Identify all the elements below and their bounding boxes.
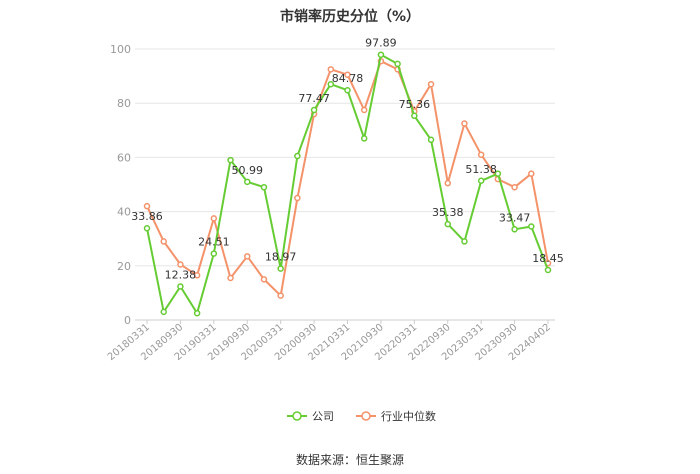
data-point: [277, 265, 284, 272]
data-point: [394, 60, 401, 68]
data-label: 18.97: [265, 251, 297, 264]
data-point: [360, 106, 368, 114]
data-point: [177, 261, 184, 268]
chart-title: 市销率历史分位（%）: [279, 9, 421, 25]
y-tick-label: 100: [110, 43, 131, 56]
data-point: [143, 224, 151, 232]
data-label: 51.38: [465, 163, 497, 176]
y-tick-label: 40: [117, 206, 131, 219]
data-point: [511, 183, 518, 191]
data-point: [511, 226, 518, 233]
data-point: [477, 151, 485, 158]
data-label: 50.99: [232, 164, 264, 177]
data-point: [444, 220, 451, 228]
data-point: [477, 177, 485, 185]
data-label: 97.89: [365, 37, 397, 50]
data-source: 数据来源：恒生聚源: [295, 453, 404, 467]
data-point: [193, 309, 201, 317]
data-point: [277, 292, 284, 299]
data-point: [294, 194, 301, 202]
y-tick-label: 60: [117, 151, 131, 164]
data-point: [227, 274, 234, 282]
data-point: [544, 266, 552, 274]
data-point: [344, 71, 351, 78]
data-label: 33.47: [499, 211, 531, 224]
data-label: 35.38: [432, 206, 464, 219]
data-point: [210, 215, 218, 222]
data-label: 33.86: [131, 210, 163, 223]
data-point: [327, 80, 335, 88]
data-label: 75.36: [399, 98, 431, 111]
y-tick-label: 20: [117, 260, 131, 273]
data-point: [344, 86, 351, 94]
data-point: [461, 120, 468, 127]
data-point: [260, 183, 268, 191]
data-point: [244, 253, 251, 260]
y-tick-label: 0: [124, 314, 131, 327]
data-label: 77.47: [298, 92, 330, 105]
legend-marker: [292, 411, 302, 421]
data-point: [411, 112, 418, 120]
data-point: [177, 283, 184, 290]
data-point: [294, 152, 301, 160]
data-point: [528, 223, 535, 230]
data-point: [494, 170, 502, 177]
data-point: [160, 308, 167, 316]
data-point: [310, 106, 318, 114]
data-point: [427, 136, 435, 144]
data-point: [193, 272, 201, 279]
data-point: [360, 135, 368, 142]
data-point: [210, 250, 218, 257]
data-label: 12.38: [165, 268, 197, 281]
data-label: 18.45: [532, 252, 564, 265]
data-label: 84.78: [332, 72, 364, 85]
data-point: [427, 80, 435, 88]
legend-marker: [361, 411, 371, 421]
data-point: [377, 51, 385, 58]
legend-label: 公司: [312, 410, 334, 423]
data-point: [244, 178, 251, 186]
data-point: [160, 238, 167, 245]
legend-label: 行业中位数: [381, 409, 436, 423]
data-point: [528, 170, 535, 177]
y-tick-label: 80: [117, 97, 131, 110]
data-point: [227, 156, 234, 164]
data-point: [444, 179, 451, 187]
data-label: 24.51: [198, 236, 230, 249]
data-point: [461, 238, 468, 245]
data-point: [260, 276, 268, 283]
data-point: [327, 66, 335, 73]
data-point: [143, 202, 151, 210]
